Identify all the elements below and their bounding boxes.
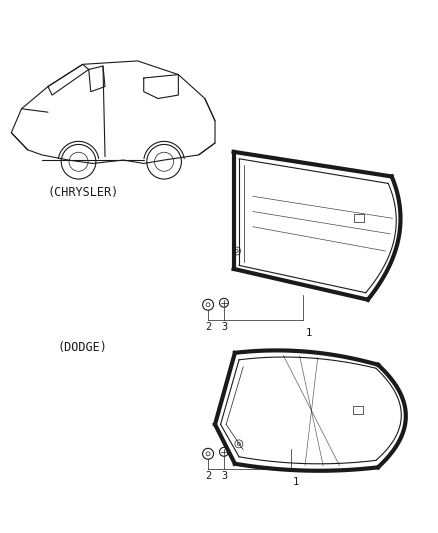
Text: (CHRYSLER): (CHRYSLER) — [47, 185, 119, 198]
Text: 3: 3 — [221, 471, 227, 481]
Text: 2: 2 — [205, 321, 211, 332]
Text: 1: 1 — [293, 477, 299, 487]
Bar — [353, 214, 364, 222]
Text: 3: 3 — [221, 321, 227, 332]
Text: (DODGE): (DODGE) — [58, 341, 108, 353]
Text: 1: 1 — [305, 328, 312, 337]
Bar — [353, 406, 363, 414]
Text: 2: 2 — [205, 471, 211, 481]
